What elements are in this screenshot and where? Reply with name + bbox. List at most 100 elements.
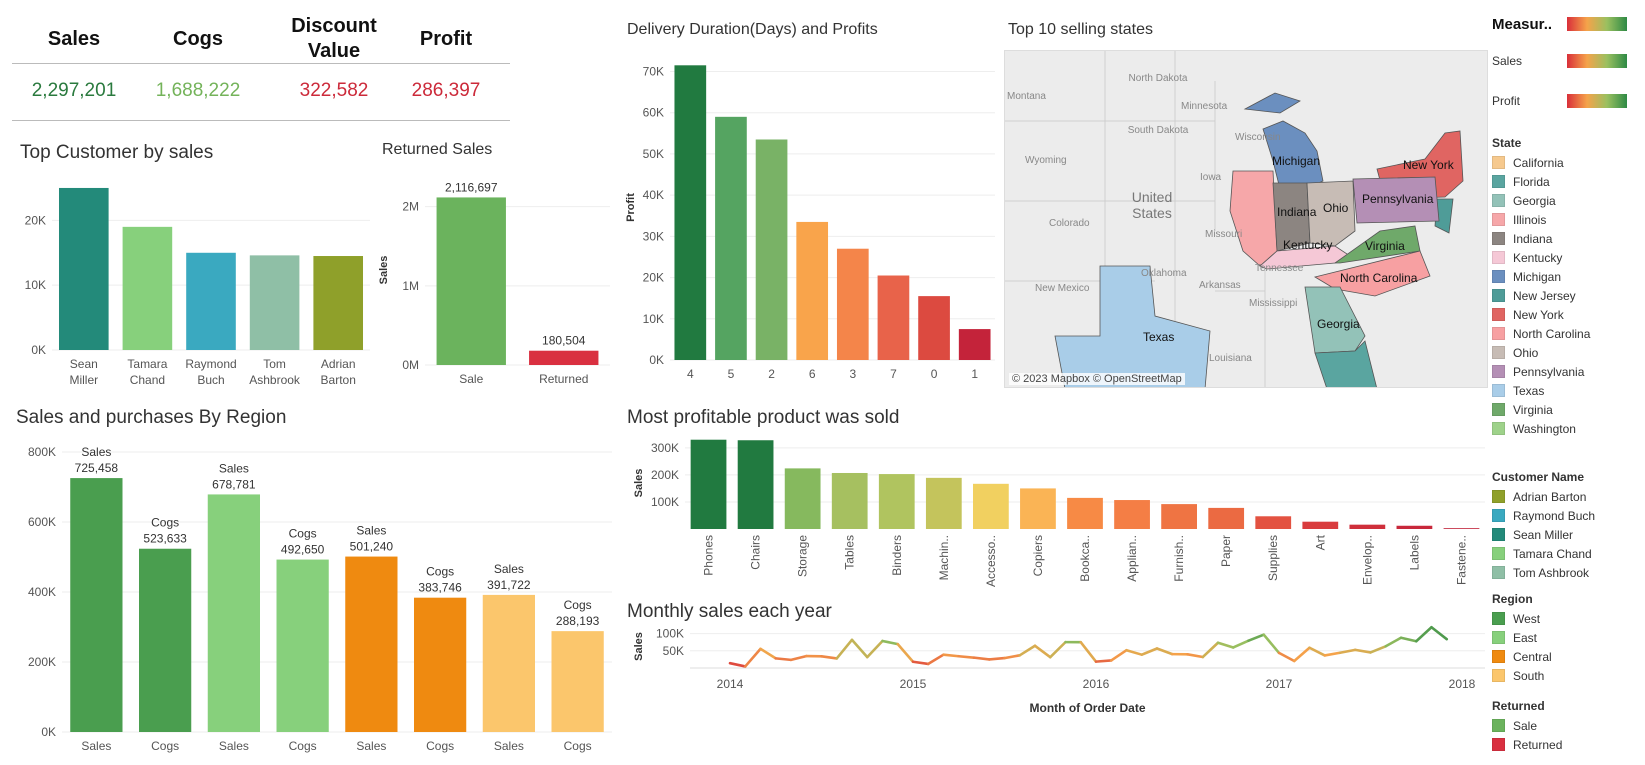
x-tick-label: Cogs	[151, 739, 179, 753]
state-legend-item[interactable]: Illinois	[1492, 210, 1642, 229]
state-legend-item[interactable]: Pennsylvania	[1492, 362, 1642, 381]
region-swatch	[1492, 612, 1505, 625]
state-legend-item[interactable]: Indiana	[1492, 229, 1642, 248]
line-segment	[850, 638, 869, 659]
state-legend-item[interactable]: California	[1492, 153, 1642, 172]
state-swatch	[1492, 194, 1505, 207]
y-tick-label: 0K	[649, 353, 664, 367]
region-legend-item[interactable]: Central	[1492, 647, 1642, 666]
region-legend-item[interactable]: South	[1492, 666, 1642, 685]
region-title: Sales and purchases By Region	[16, 407, 287, 428]
line-segment	[1277, 651, 1296, 663]
bar	[755, 139, 788, 360]
state-ohio[interactable]	[1306, 180, 1356, 247]
bar	[345, 556, 398, 732]
map-svg	[1005, 51, 1464, 388]
state-legend-item[interactable]: Michigan	[1492, 267, 1642, 286]
data-label: 180,504	[542, 334, 586, 348]
monthly-title: Monthly sales each year	[627, 601, 832, 622]
x-tick-label: 4	[687, 367, 694, 381]
x-tick-label: Supplies	[1266, 535, 1280, 581]
state-legend-item[interactable]: Washington	[1492, 419, 1642, 438]
state-legend-item[interactable]: New Jersey	[1492, 286, 1642, 305]
state-virginia[interactable]	[1333, 225, 1421, 264]
line-segment	[1399, 636, 1418, 643]
bar	[1443, 528, 1480, 529]
x-tick-label: Cogs	[289, 739, 317, 753]
state-swatch	[1492, 365, 1505, 378]
customer-legend-item[interactable]: Tamara Chand	[1492, 544, 1642, 563]
state-legend-label: Michigan	[1513, 269, 1562, 284]
product-chart: 100K 200K 300K Sales Phones Chairs Storage Tabl…	[633, 439, 1485, 587]
bar	[1161, 504, 1197, 529]
bar	[1396, 525, 1433, 529]
customer-legend-item[interactable]: Sean Miller	[1492, 525, 1642, 544]
kpi-divider-bottom	[12, 120, 510, 121]
map-bg-label: Montana	[1007, 91, 1046, 102]
data-label-category: Cogs	[564, 598, 592, 612]
bar	[207, 494, 260, 732]
kpi-sales-label: Sales	[47, 28, 101, 50]
states-map[interactable]: © 2023 Mapbox © OpenStreetMap Michigan N…	[1004, 50, 1488, 388]
state-legend-label: Washington	[1513, 421, 1576, 436]
bar	[1020, 488, 1056, 529]
state-texas[interactable]	[1054, 265, 1211, 388]
x-tick-label: Sean Miller	[69, 357, 98, 387]
state-pennsylvania[interactable]	[1352, 176, 1440, 224]
x-tick-label: Art	[1313, 534, 1327, 550]
x-tick-label: 6	[809, 367, 816, 381]
y-tick-label: 600K	[28, 515, 56, 529]
x-tick-label: Copiers	[1031, 535, 1045, 576]
map-bg-label: Oklahoma	[1141, 268, 1187, 279]
state-michigan[interactable]	[1243, 92, 1324, 190]
state-legend-item[interactable]: Georgia	[1492, 191, 1642, 210]
x-tick-label: Bookca..	[1078, 535, 1092, 582]
state-legend-label: Virginia	[1513, 402, 1553, 417]
y-axis-label: Profit	[625, 193, 637, 222]
x-tick-label: Cogs	[564, 739, 592, 753]
region-legend-item[interactable]: East	[1492, 628, 1642, 647]
bar	[313, 256, 364, 350]
y-tick-label: 2M	[402, 200, 419, 214]
returned-legend-item[interactable]: Sale	[1492, 716, 1642, 735]
customer-legend-item[interactable]: Tom Ashbrook	[1492, 563, 1642, 582]
returned-swatch	[1492, 719, 1505, 732]
map-bg-label: Iowa	[1200, 172, 1222, 183]
line-segment	[789, 654, 808, 662]
returned-legend-item[interactable]: Returned	[1492, 735, 1642, 754]
state-legend-item[interactable]: Kentucky	[1492, 248, 1642, 267]
region-legend-item[interactable]: West	[1492, 609, 1642, 628]
y-tick-label: 20K	[643, 271, 664, 285]
x-tick-label: 1	[971, 367, 978, 381]
customer-legend-item[interactable]: Adrian Barton	[1492, 487, 1642, 506]
customer-legend-item[interactable]: Raymond Buch	[1492, 506, 1642, 525]
state-legend-item[interactable]: New York	[1492, 305, 1642, 324]
x-tick-label: 2015	[900, 677, 927, 691]
line-segment	[972, 656, 991, 661]
x-tick-label: 7	[890, 367, 897, 381]
state-georgia[interactable]	[1304, 286, 1366, 354]
line-segment	[1292, 646, 1311, 663]
y-axis-label: Sales	[633, 469, 645, 498]
bar	[1208, 507, 1245, 529]
map-bg-label: Tennessee	[1255, 263, 1304, 274]
line-segment	[1125, 648, 1144, 656]
state-legend-item[interactable]: North Carolina	[1492, 324, 1642, 343]
state-swatch	[1492, 403, 1505, 416]
sales-gradient-label: Sales	[1492, 54, 1523, 68]
state-legend-item[interactable]: Florida	[1492, 172, 1642, 191]
line-segment	[774, 657, 793, 662]
state-legend-item[interactable]: Texas	[1492, 381, 1642, 400]
top-states-title: Top 10 selling states	[1008, 21, 1153, 38]
state-legend-item[interactable]: Ohio	[1492, 343, 1642, 362]
map-label-north-carolina: North Carolina	[1340, 271, 1418, 285]
bar	[737, 440, 774, 529]
x-tick-label: Raymond Buch	[185, 357, 236, 387]
x-tick-label: Adrian Barton	[321, 357, 356, 387]
state-legend-item[interactable]: Virginia	[1492, 400, 1642, 419]
state-florida[interactable]	[1314, 340, 1377, 388]
bar	[925, 477, 962, 529]
data-label: 501,240	[350, 540, 394, 554]
data-label: 678,781	[212, 477, 256, 491]
state-illinois[interactable]	[1229, 170, 1278, 267]
